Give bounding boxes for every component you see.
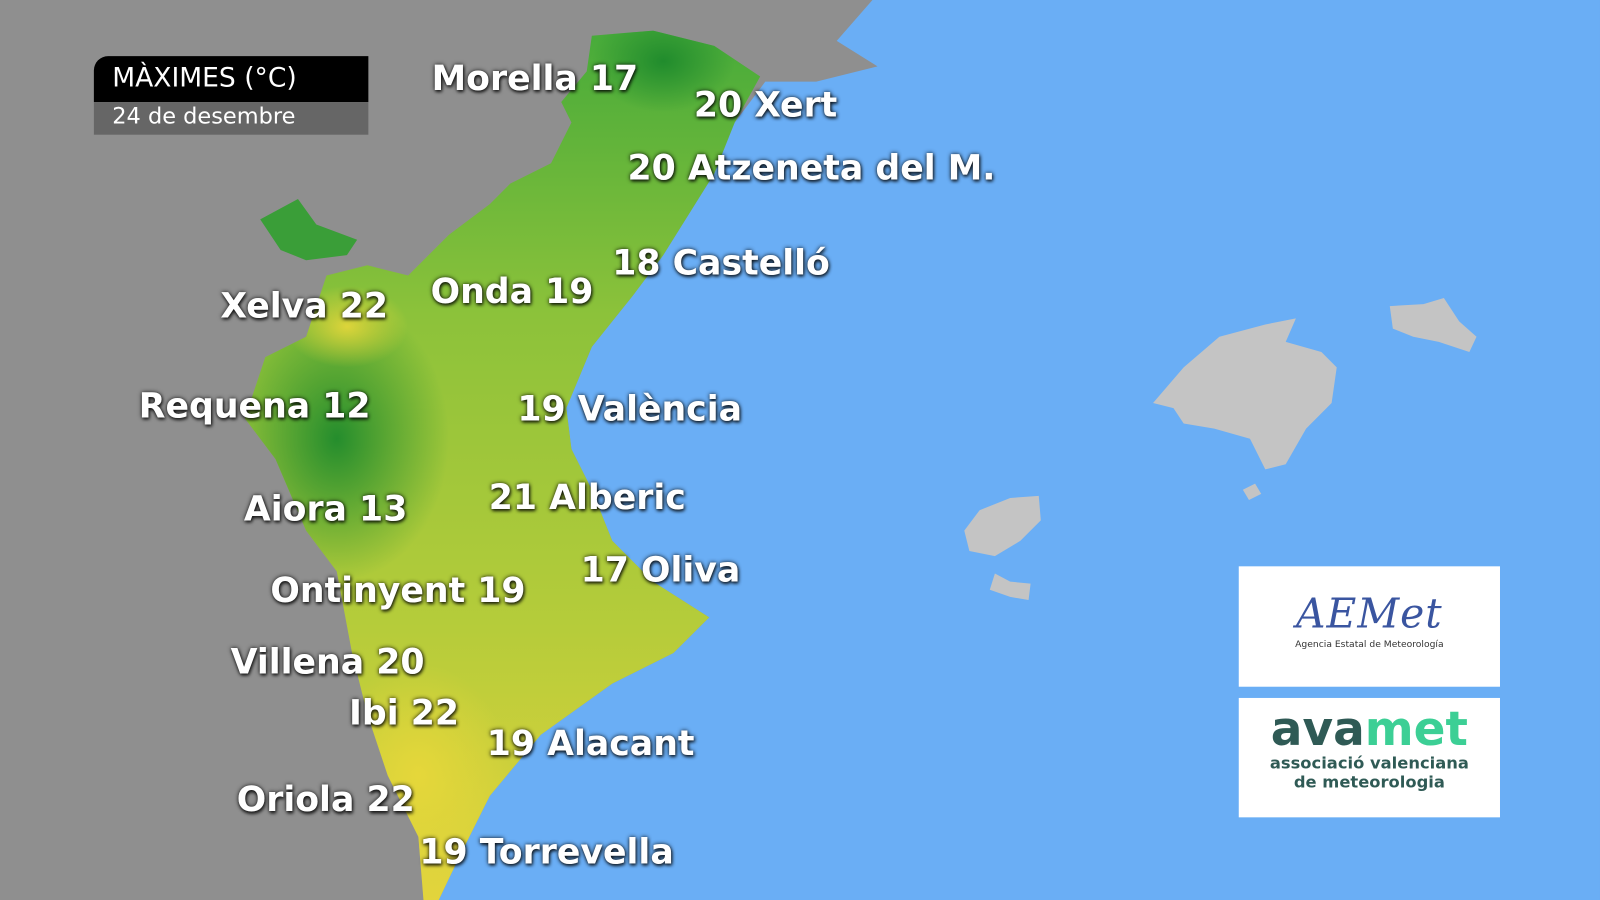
avamet-wordmark-b: met <box>1364 701 1468 757</box>
ibiza <box>964 495 1041 557</box>
station-label: 20 Atzeneta del M. <box>627 147 996 189</box>
mallorca <box>1153 318 1337 470</box>
avamet-wordmark-a: ava <box>1270 701 1365 757</box>
station-label: 17 Oliva <box>580 549 741 591</box>
station-label: 19 Alacant <box>486 723 695 765</box>
aemet-logo: AEMet Agencia Estatal de Meteorología <box>1238 566 1500 687</box>
station-label: Requena 12 <box>138 385 371 427</box>
station-label: Xelva 22 <box>220 285 389 327</box>
station-label: Morella 17 <box>431 58 639 99</box>
station-label: Oriola 22 <box>236 779 415 821</box>
avamet-logo: avamet associació valenciana de meteorol… <box>1238 697 1500 818</box>
aemet-subtitle: Agencia Estatal de Meteorología <box>1295 639 1444 650</box>
aemet-wordmark: AEMet <box>1296 590 1443 638</box>
map-title: MÀXIMES (°C) <box>93 56 369 103</box>
avamet-line2: de meteorologia <box>1293 772 1445 792</box>
menorca <box>1389 297 1477 353</box>
avamet-line1: associació valenciana <box>1269 753 1469 773</box>
title-box: MÀXIMES (°C) 24 de desembre <box>93 56 369 135</box>
station-label: Ontinyent 19 <box>270 570 526 612</box>
station-label: 21 Alberic <box>488 477 686 519</box>
station-label: Ibi 22 <box>348 692 459 734</box>
station-label: Onda 19 <box>430 271 594 313</box>
station-label: Aiora 13 <box>243 488 408 530</box>
map-date: 24 de desembre <box>93 102 369 135</box>
station-label: 18 Castelló <box>612 242 830 284</box>
station-label: 19 València <box>517 388 743 430</box>
cabrera <box>1242 483 1262 500</box>
rincon-de-ademuz <box>260 198 358 261</box>
station-label: 20 Xert <box>693 84 838 126</box>
station-label: 19 Torrevella <box>419 831 674 873</box>
station-label: Villena 20 <box>230 641 425 683</box>
